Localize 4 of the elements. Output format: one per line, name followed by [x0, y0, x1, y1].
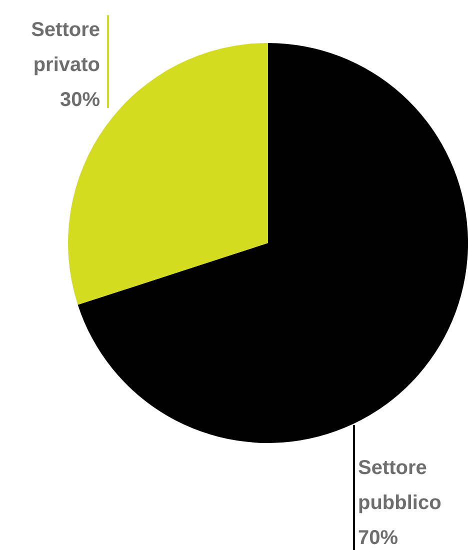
slice-label: Settore privato: [31, 19, 100, 76]
data-label: 30%: [60, 89, 100, 111]
data-label: 70%: [358, 527, 398, 549]
slice-label: Settore pubblico: [358, 457, 442, 514]
